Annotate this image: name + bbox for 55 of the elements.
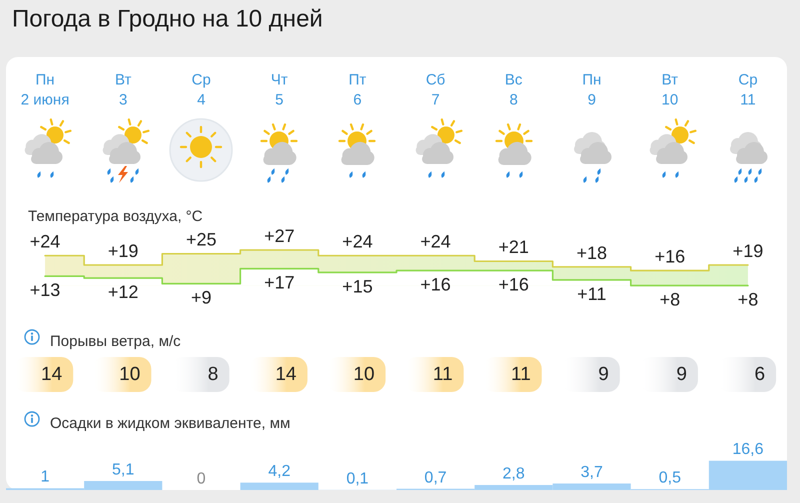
data-label: 14	[41, 364, 63, 385]
data-label: +8	[660, 290, 680, 310]
x-tick-label: Пн 9	[582, 72, 602, 108]
data-label: +19	[732, 240, 764, 261]
data-label: 8	[208, 364, 218, 385]
data-label: +13	[30, 280, 60, 300]
data-label: +27	[264, 226, 295, 246]
data-label: 4,2	[268, 463, 291, 480]
x-tick-label: Ср 11	[738, 72, 758, 108]
data-label: 0	[196, 470, 206, 488]
data-label: 0,1	[346, 470, 369, 488]
text: Порывы ветра, м/с	[50, 333, 182, 350]
x-tick-label: Вт 3	[114, 72, 132, 108]
data-label: 0,5	[658, 470, 682, 487]
x-tick-label: Пт 6	[348, 72, 366, 108]
data-label: +17	[264, 272, 295, 293]
x-tick-label: Вс 8	[504, 72, 523, 108]
data-label: +25	[186, 230, 217, 250]
data-label: 5,1	[112, 462, 134, 478]
bar	[240, 482, 318, 490]
chart-title: Осадки в жидком эквиваленте, мм	[50, 415, 290, 432]
data-label: 6	[754, 364, 766, 385]
data-label: 2,8	[502, 466, 525, 483]
data-label: +16	[420, 274, 451, 295]
data-label: 16,6	[732, 441, 764, 458]
x-tick-label: Пн 2 июня	[20, 72, 70, 108]
x-tick-label: Вт 10	[662, 72, 678, 108]
data-label: 1	[40, 468, 50, 486]
data-label: 11	[432, 364, 453, 385]
data-label: +11	[577, 284, 606, 304]
data-label: 0,7	[424, 469, 447, 486]
x-tick-label: Сб 7	[426, 72, 446, 108]
x-tick-label: Ср 4	[192, 72, 211, 108]
data-label: +15	[342, 276, 373, 296]
x-tick-label: Чт 5	[270, 72, 288, 108]
data-label: +12	[108, 282, 138, 302]
data-label: 3,7	[580, 464, 603, 481]
data-label: +16	[498, 274, 529, 295]
data-label: 9	[676, 364, 687, 385]
chart-title: Погода в Гродно на 10 дней	[12, 6, 323, 32]
data-label: +21	[498, 237, 529, 258]
data-label: 9	[598, 364, 609, 385]
data-label: 11	[511, 364, 531, 385]
data-label: +24	[342, 232, 373, 252]
data-label: 10	[353, 364, 375, 385]
chart-subtitle: Температура воздуха, °C	[28, 208, 203, 225]
data-label: +24	[420, 232, 451, 252]
data-label: +19	[108, 240, 138, 261]
data-label: 14	[275, 364, 297, 385]
data-label: +9	[190, 288, 212, 308]
data-label: +24	[30, 232, 60, 252]
data-label: +18	[576, 242, 608, 263]
data-label: +16	[654, 246, 686, 267]
data-label: 10	[119, 364, 140, 385]
data-label: +8	[738, 290, 758, 310]
